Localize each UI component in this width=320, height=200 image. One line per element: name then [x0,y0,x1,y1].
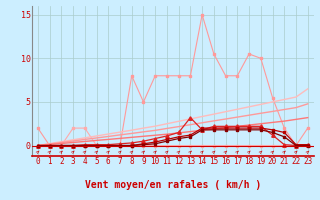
X-axis label: Vent moyen/en rafales ( km/h ): Vent moyen/en rafales ( km/h ) [85,180,261,190]
